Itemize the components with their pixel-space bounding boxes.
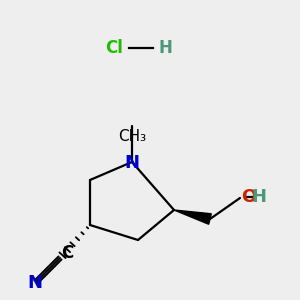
Text: H: H (158, 39, 172, 57)
Text: H: H (251, 188, 266, 206)
Polygon shape (174, 210, 211, 224)
Text: O: O (242, 188, 257, 206)
Text: Cl: Cl (105, 39, 123, 57)
Text: N: N (27, 274, 42, 292)
Text: N: N (124, 154, 140, 172)
Text: CH₃: CH₃ (118, 129, 146, 144)
Text: C: C (61, 244, 74, 262)
